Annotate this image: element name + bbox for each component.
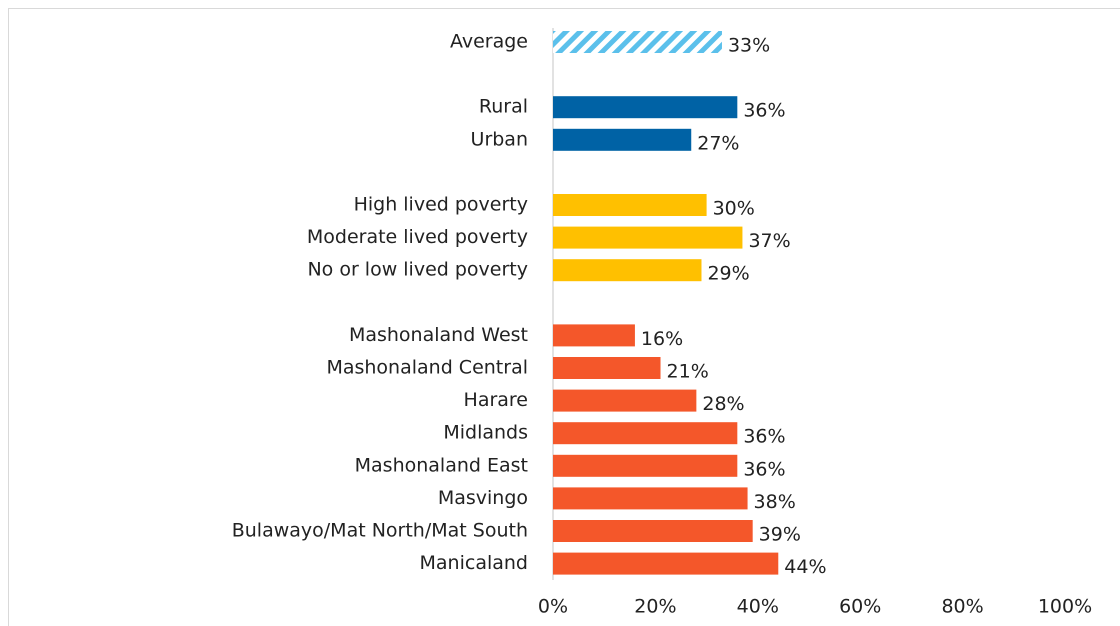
value-label: 28%: [702, 393, 744, 415]
value-label: 36%: [743, 100, 785, 122]
bar: [553, 128, 692, 151]
bar: [553, 552, 779, 575]
category-label: Mashonaland East: [355, 454, 528, 476]
bar: [553, 31, 722, 53]
bar: [553, 96, 738, 119]
bar: [553, 422, 738, 445]
category-label: Masvingo: [438, 487, 528, 509]
bar: [553, 194, 707, 216]
bar: [553, 487, 748, 510]
category-label: Mashonaland West: [349, 324, 528, 346]
value-label: 29%: [707, 263, 749, 285]
category-label: Harare: [464, 389, 528, 411]
category-label: Rural: [479, 96, 528, 118]
value-label: 21%: [667, 361, 709, 383]
bar: [553, 389, 697, 412]
category-label: Average: [450, 31, 528, 53]
value-label: 44%: [784, 556, 826, 578]
value-label: 33%: [728, 35, 770, 57]
bar: [553, 226, 743, 249]
category-label: Mashonaland Central: [326, 357, 528, 379]
value-label: 36%: [743, 458, 785, 480]
bar: [553, 259, 702, 282]
value-label: 39%: [759, 524, 801, 546]
value-label: 27%: [697, 132, 739, 154]
category-label: Urban: [471, 128, 528, 150]
category-label: Manicaland: [420, 552, 528, 574]
x-tick-label: 0%: [538, 596, 568, 618]
category-label: Midlands: [443, 422, 528, 444]
x-tick-label: 40%: [737, 596, 779, 618]
bar: [553, 324, 635, 347]
category-label: Moderate lived poverty: [307, 226, 528, 248]
x-tick-label: 60%: [839, 596, 881, 618]
bar: [553, 520, 753, 542]
category-label: High lived poverty: [354, 194, 528, 216]
value-label: 16%: [641, 328, 683, 350]
value-label: 30%: [713, 198, 755, 220]
x-tick-label: 80%: [941, 596, 983, 618]
bar: [553, 454, 738, 477]
value-label: 38%: [754, 491, 796, 513]
value-label: 37%: [748, 230, 790, 252]
category-label: No or low lived poverty: [307, 259, 528, 281]
value-label: 36%: [743, 426, 785, 448]
chart-border: [8, 8, 1120, 626]
x-tick-label: 100%: [1038, 596, 1092, 618]
x-tick-label: 20%: [634, 596, 676, 618]
bar: [553, 357, 661, 379]
category-label: Bulawayo/Mat North/Mat South: [232, 520, 528, 542]
